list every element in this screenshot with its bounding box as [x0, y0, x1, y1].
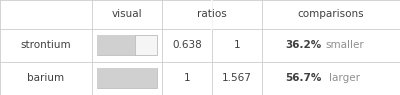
- Text: 0.638: 0.638: [172, 40, 202, 50]
- Text: larger: larger: [329, 73, 360, 83]
- Text: visual: visual: [112, 9, 142, 19]
- Bar: [97, 68, 157, 88]
- Text: 36.2%: 36.2%: [285, 40, 322, 50]
- Bar: [97, 68, 157, 88]
- Text: 1.567: 1.567: [222, 73, 252, 83]
- Bar: [97, 35, 135, 55]
- Text: barium: barium: [28, 73, 64, 83]
- Text: ratios: ratios: [197, 9, 227, 19]
- Text: smaller: smaller: [326, 40, 364, 50]
- Text: 1: 1: [234, 40, 240, 50]
- Text: comparisons: comparisons: [298, 9, 364, 19]
- Text: strontium: strontium: [21, 40, 71, 50]
- Bar: [97, 35, 157, 55]
- Text: 56.7%: 56.7%: [285, 73, 322, 83]
- Text: 1: 1: [184, 73, 190, 83]
